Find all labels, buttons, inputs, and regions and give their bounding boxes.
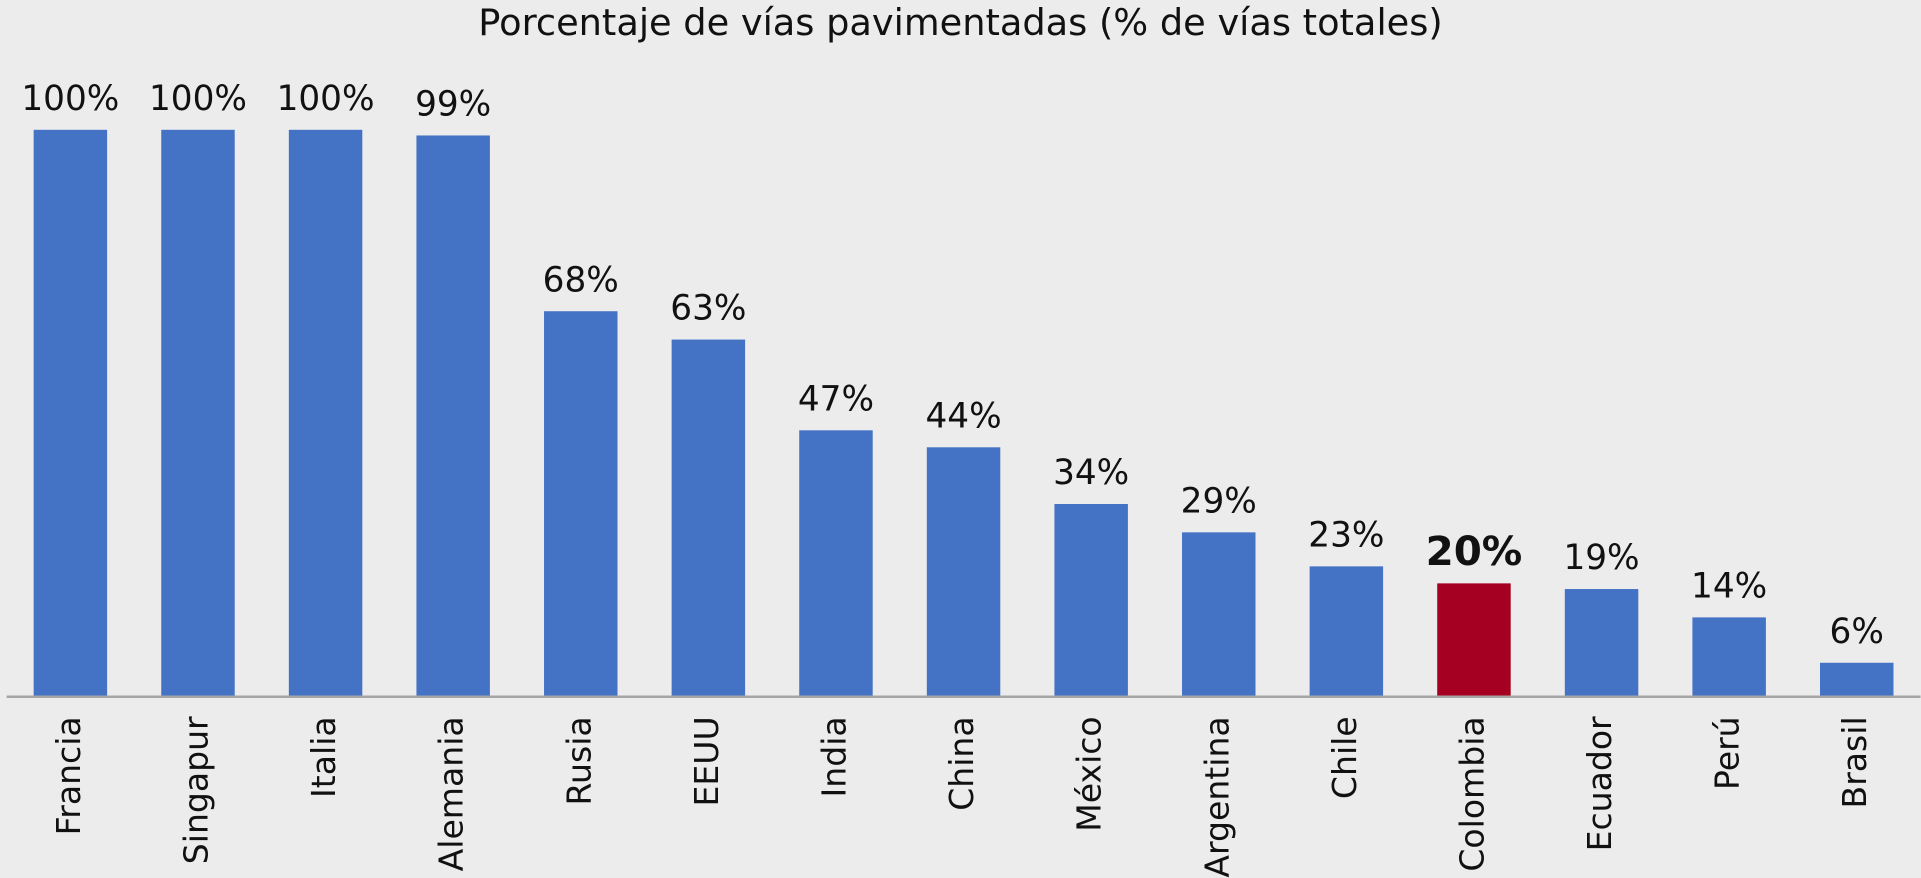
data-label: 68%	[543, 260, 619, 300]
x-tick-label: EEUU	[687, 716, 726, 806]
bar	[1309, 566, 1384, 697]
x-tick-label: India	[814, 716, 853, 797]
data-label: 44%	[925, 396, 1001, 436]
data-label: 63%	[670, 289, 746, 329]
data-label: 100%	[149, 79, 247, 119]
bar	[1182, 532, 1256, 697]
x-tick-label: Francia	[49, 716, 88, 835]
x-tick-label: Chile	[1325, 716, 1364, 799]
bar	[1564, 589, 1639, 697]
x-tick-label: Colombia	[1452, 716, 1491, 871]
x-tick-label: Rusia	[559, 716, 598, 805]
bar	[416, 135, 490, 697]
bar	[544, 311, 618, 697]
data-label: 23%	[1308, 515, 1384, 555]
x-tick-label: Italia	[304, 716, 343, 798]
bar	[288, 129, 363, 697]
bar	[671, 339, 746, 697]
x-tick-label: Brasil	[1835, 716, 1874, 808]
data-label: 29%	[1181, 481, 1257, 521]
data-label: 100%	[277, 79, 375, 119]
bar	[799, 430, 873, 697]
bar	[926, 447, 1001, 697]
bar	[33, 129, 108, 697]
x-tick-label: Singapur	[176, 716, 215, 864]
x-tick-label: China	[942, 716, 981, 810]
data-label: 100%	[21, 79, 119, 119]
x-tick-label: Alemania	[432, 716, 471, 871]
data-label: 6%	[1830, 612, 1884, 652]
bar	[1054, 503, 1128, 697]
chart-title: Porcentaje de vías pavimentadas (% de ví…	[478, 1, 1442, 44]
bar	[161, 129, 235, 697]
data-label: 19%	[1563, 538, 1639, 578]
x-tick-label: México	[1070, 716, 1109, 831]
bar	[1820, 662, 1894, 697]
data-label: 20%	[1426, 527, 1523, 575]
x-tick-label: Ecuador	[1580, 716, 1619, 851]
data-label: 47%	[798, 379, 874, 419]
bar	[1692, 617, 1766, 697]
data-label: 99%	[415, 85, 491, 125]
x-tick-label: Argentina	[1197, 716, 1236, 877]
data-label: 34%	[1053, 453, 1129, 493]
x-tick-label: Perú	[1708, 716, 1747, 790]
bar	[1437, 583, 1511, 697]
data-label: 14%	[1691, 567, 1767, 607]
